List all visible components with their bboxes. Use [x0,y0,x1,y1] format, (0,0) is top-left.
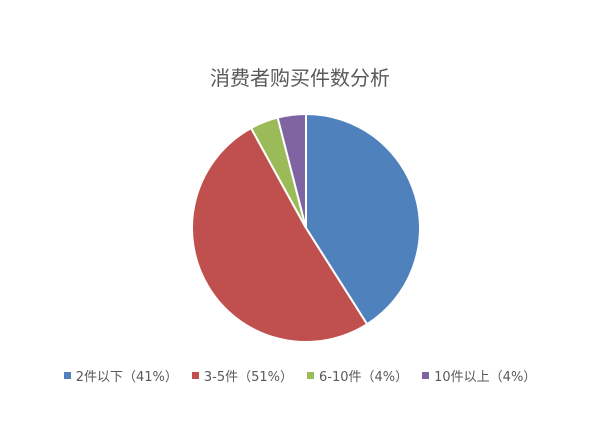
legend-item: 10件以上（4%） [422,366,536,385]
pie-slice-3 [276,112,307,229]
chart-title: 消费者购买件数分析 [210,66,390,90]
legend-label: 2件以下（41%） [75,370,178,385]
legend-label: 3-5件（51%） [203,370,293,385]
legend: 2件以下（41%） 3-5件（51%） 6-10件（4%） 10件以上（4%） [0,366,600,385]
legend-swatch [191,372,199,379]
legend-swatch [422,372,430,379]
legend-item: 2件以下（41%） [63,366,178,385]
legend-item: 6-10件（4%） [307,366,408,385]
legend-swatch [307,372,314,379]
legend-label: 6-10件（4%） [319,370,409,385]
legend-swatch [63,372,71,379]
legend-label: 10件以上（4%） [434,370,537,385]
legend-item: 3-5件（51%） [191,366,293,385]
pie-slice-1 [190,126,369,343]
